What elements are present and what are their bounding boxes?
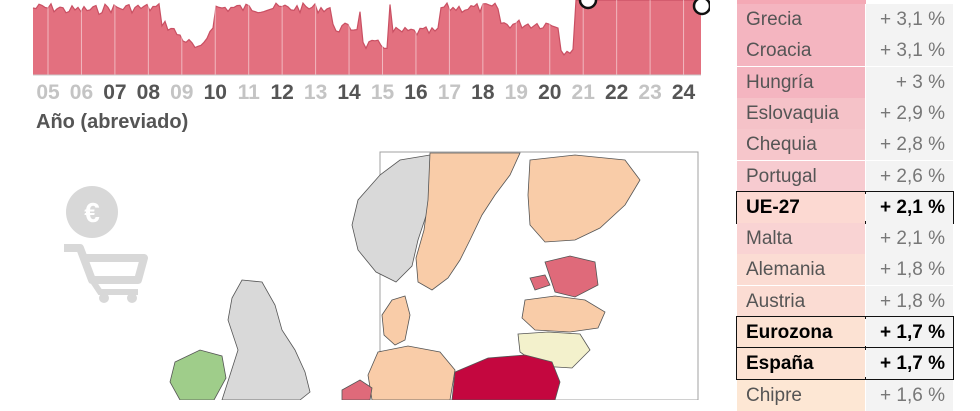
table-row: Chequia + 2,8 % [737,129,953,161]
table-header-stub [737,0,866,4]
x-axis-title: Año (abreviado) [36,111,189,133]
inflation-value: + 2,8 % [866,129,953,161]
inflation-value: + 3,1 % [866,4,953,35]
map-netherlands [341,379,373,400]
inflation-value: + 2,1 % [866,223,953,255]
table-row: Alemania + 1,8 % [737,254,953,286]
marker-circle-2024 [692,0,710,16]
x-tick-label-16: 16 [404,81,427,104]
x-tick-label-17: 17 [438,81,461,104]
table-row: Grecia + 3,1 % [737,4,953,35]
map-poland [451,354,561,400]
x-tick-label-08: 08 [137,81,161,104]
marker-circle-2021 [578,0,598,10]
map-ireland [169,349,227,400]
x-tick-label-18: 18 [471,81,495,104]
x-tick-label-13: 13 [304,81,327,104]
inflation-area-chart: 05 06 07 08 09 10 11 12 13 14 15 16 17 18 19 20 21 22 23 24 [32,0,710,104]
table-row: Portugal + 2,6 % [737,160,953,192]
euro-cart-icon: € [64,186,148,303]
country-name: Chequia [737,129,865,161]
inflation-value: + 1,8 % [866,254,953,286]
europe-map: € [64,151,699,400]
x-tick-label-10: 10 [204,81,227,104]
x-tick-label-23: 23 [638,81,661,104]
inflation-value: + 3,1 % [866,35,953,67]
map-germany [367,345,456,400]
x-tick-label-09: 09 [170,81,193,104]
x-tick-label-12: 12 [270,81,293,104]
inflation-value: + 1,8 % [866,285,953,317]
country-name: Portugal [737,160,865,192]
x-tick-label-22: 22 [605,81,628,104]
country-name: Malta [737,223,865,255]
inflation-value: + 1,7 % [866,317,953,348]
country-name: Eurozona [737,317,865,348]
country-name: Austria [737,285,865,317]
map-denmark [381,295,411,346]
x-tick-label-20: 20 [538,81,561,104]
inflation-value: + 2,6 % [866,160,953,192]
map-sweden [415,152,521,291]
country-name: Chipre [737,379,865,411]
table-row: UE-27 + 2,1 % [736,190,954,224]
inflation-value: + 2,1 % [866,191,953,223]
inflation-value: + 1,6 % [866,379,953,411]
x-tick-label-21: 21 [572,81,596,104]
map-estonia [544,255,599,298]
table-row: Austria + 1,8 % [737,285,953,317]
table-row: Eslovaquia + 2,9 % [737,97,953,129]
country-name: España [737,348,865,380]
x-tick-label-19: 19 [505,81,528,104]
country-name: Alemania [737,254,865,286]
table-row: España + 1,7 % [736,347,954,381]
x-tick-label-15: 15 [371,81,395,104]
table-row: Eurozona + 1,7 % [736,316,954,349]
x-tick-label-24: 24 [672,81,696,104]
country-name: Croacia [737,35,865,67]
country-name: Eslovaquia [737,97,865,129]
area-boundary-line [32,0,699,56]
map-finland [527,154,641,243]
x-tick-label-05: 05 [36,81,60,104]
country-name: Grecia [737,4,865,35]
table-row: Malta + 2,1 % [737,223,953,255]
inflation-value: + 2,9 % [866,97,953,129]
svg-text:€: € [84,197,100,228]
table-row: Hungría + 3 % [737,66,953,98]
country-name: UE-27 [737,191,865,223]
map-uk [221,279,311,400]
x-tick-label-14: 14 [337,81,361,104]
country-name: Hungría [737,66,865,98]
x-tick-label-06: 06 [70,81,93,104]
x-tick-label-11: 11 [238,81,261,104]
area-upper-white-region [33,0,701,55]
inflation-value: + 1,7 % [866,348,953,380]
x-tick-label-07: 07 [103,81,126,104]
map-estonia-islands [529,274,551,291]
table-row: Croacia + 3,1 % [737,35,953,67]
table-row: Chipre + 1,6 % [737,379,953,411]
inflation-value: + 3 % [866,66,953,98]
map-latvia [521,295,606,333]
